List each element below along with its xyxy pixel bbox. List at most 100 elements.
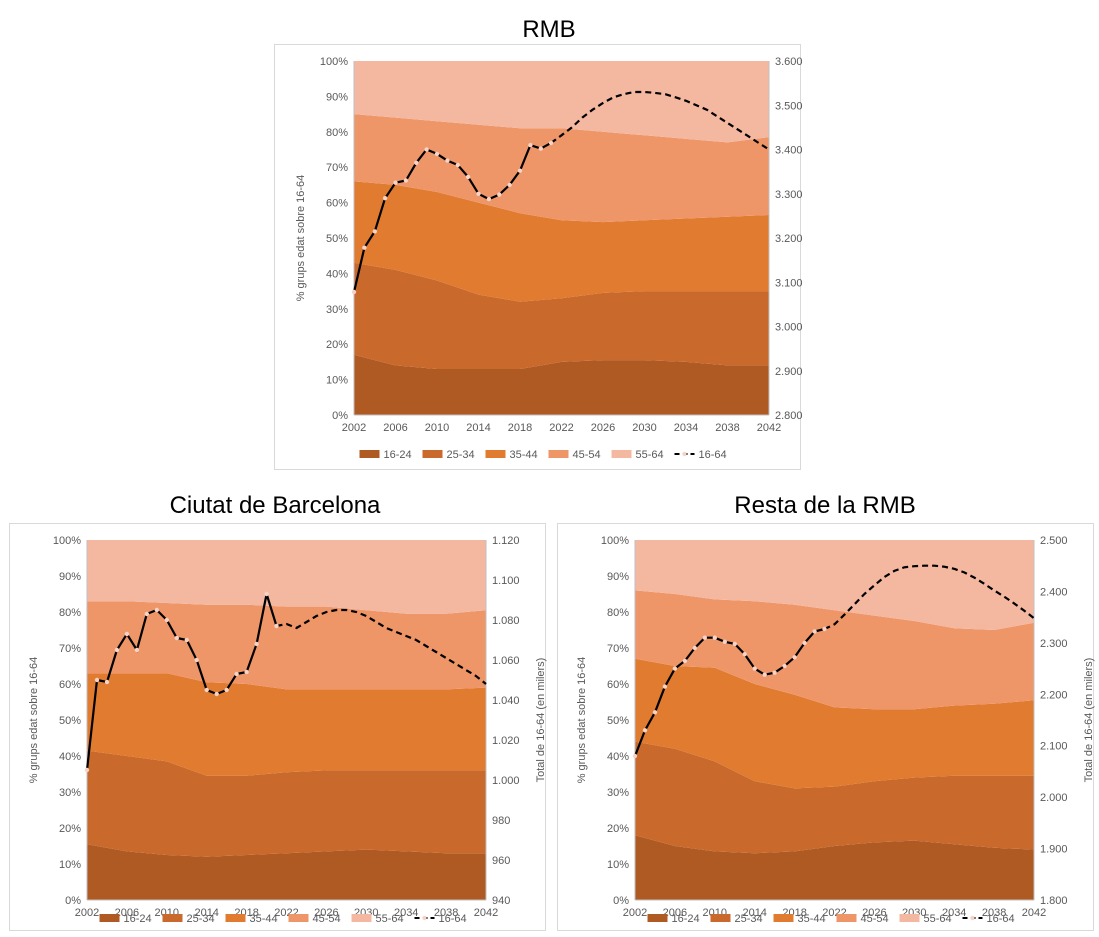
y2-tick-label: 3.600 <box>775 56 802 68</box>
y-axis-title: % grups edat sobre 16-64 <box>295 175 307 302</box>
line-marker-16-64 <box>154 607 159 613</box>
area-series-25-34 <box>354 262 769 369</box>
x-tick-label: 2038 <box>434 907 458 919</box>
y-tick-label: 10% <box>326 375 348 387</box>
x-tick-label: 2042 <box>757 422 781 434</box>
legend-swatch-25-34 <box>710 914 731 922</box>
y2-tick-label: 3.200 <box>775 233 802 245</box>
y-tick-label: 20% <box>326 339 348 351</box>
y2-tick-label: 980 <box>492 815 510 827</box>
legend-swatch-35-44 <box>773 914 794 922</box>
x-tick-label: 2034 <box>674 422 698 434</box>
area-series-35-44 <box>87 673 486 776</box>
line-marker-16-64 <box>144 611 149 617</box>
legend-label-16-64: 16-64 <box>699 449 727 461</box>
legend-swatch-55-64 <box>611 450 632 458</box>
legend-swatch-25-34 <box>422 450 443 458</box>
legend-swatch-55-64 <box>351 914 372 922</box>
y2-tick-label: 2.900 <box>775 366 802 378</box>
line-marker-16-64 <box>792 655 797 660</box>
y-tick-label: 40% <box>326 268 348 280</box>
line-marker-16-64 <box>104 679 110 685</box>
x-tick-label: 2006 <box>115 907 139 919</box>
y-tick-label: 20% <box>607 823 629 835</box>
line-series-16-64-observed <box>352 141 552 293</box>
legend-label-55-64: 55-64 <box>636 449 664 461</box>
line-marker-16-64 <box>802 640 807 646</box>
legend-label-35-44: 35-44 <box>798 913 826 925</box>
area-series-55-64 <box>354 61 769 143</box>
area-series-25-34 <box>635 741 1034 854</box>
line-marker-16-64 <box>772 670 777 675</box>
line-marker-16-64 <box>414 160 419 165</box>
y2-tick-label: 1.080 <box>492 615 520 627</box>
line-marker-16-64 <box>517 168 523 173</box>
y-tick-label: 100% <box>601 535 629 547</box>
line-marker-16-64 <box>642 728 648 733</box>
line-marker-16-64 <box>184 637 189 643</box>
x-tick-label: 2026 <box>314 907 338 919</box>
x-tick-label: 2006 <box>383 422 407 434</box>
legend-label-45-54: 45-54 <box>861 913 889 925</box>
x-tick-label: 2014 <box>742 907 766 919</box>
line-marker-16-64 <box>94 677 100 683</box>
legend-label-55-64: 55-64 <box>376 913 404 925</box>
line-marker-16-64 <box>752 666 757 671</box>
legend-label-25-34: 25-34 <box>187 913 215 925</box>
y-tick-label: 70% <box>326 162 348 174</box>
legend-label-16-24: 16-24 <box>384 449 412 461</box>
y2-tick-label: 1.800 <box>1040 895 1068 907</box>
chart-title-rmb: RMB <box>522 16 576 43</box>
y-tick-label: 60% <box>607 679 629 691</box>
legend-swatch-35-44 <box>225 914 246 922</box>
line-series-16-64-projected <box>550 90 770 151</box>
line-marker-16-64 <box>234 671 239 677</box>
y2-tick-label: 2.500 <box>1040 535 1068 547</box>
legend-label-16-24: 16-24 <box>124 913 152 925</box>
area-series-55-64 <box>87 540 486 614</box>
y-tick-label: 50% <box>326 233 348 245</box>
line-marker-16-64 <box>114 647 120 653</box>
line-marker-16-64 <box>548 140 554 146</box>
area-series-35-44 <box>354 181 769 302</box>
legend-label-55-64: 55-64 <box>924 913 952 925</box>
line-marker-16-64 <box>507 182 512 188</box>
legend-marker-16-64 <box>422 915 427 921</box>
y2-axis-title: Total de 16-64 (en milers) <box>1083 658 1095 783</box>
line-marker-16-64 <box>465 174 471 180</box>
line-series-16-64-projected <box>824 564 1035 630</box>
area-series-45-54 <box>87 601 486 690</box>
x-tick-label: 2014 <box>194 907 218 919</box>
chart-resta: 0% 10% 20% 30% 40% 50% 60% 70% 80% 90% 100% 1.800 1.… <box>576 535 1095 925</box>
y-tick-label: 0% <box>332 410 348 422</box>
chart-barcelona: 0% 10% 20% 30% 40% 50% 60% 70% 80% 90% 100% 940 960 9… <box>28 535 547 925</box>
area-series-45-54 <box>354 114 769 223</box>
area-series-16-24 <box>635 835 1034 900</box>
y2-tick-label: 2.400 <box>1040 586 1068 598</box>
y-tick-label: 30% <box>59 787 81 799</box>
y2-tick-label: 2.300 <box>1040 638 1068 650</box>
y-tick-label: 20% <box>59 823 81 835</box>
x-tick-label: 2002 <box>623 907 647 919</box>
legend-label-45-54: 45-54 <box>573 449 601 461</box>
y-tick-label: 80% <box>607 607 629 619</box>
x-tick-label: 2010 <box>425 422 449 434</box>
line-marker-16-64 <box>244 669 249 675</box>
legend-swatch-16-24 <box>99 914 120 922</box>
legend-swatch-16-24 <box>647 914 668 922</box>
line-marker-16-64 <box>393 180 398 185</box>
area-series-45-54 <box>635 590 1034 710</box>
y-tick-label: 30% <box>326 304 348 316</box>
y2-tick-label: 3.300 <box>775 189 802 201</box>
legend-swatch-25-34 <box>162 914 183 922</box>
y2-tick-label: 960 <box>492 855 510 867</box>
legend-swatch-45-54 <box>548 450 569 458</box>
x-tick-label: 2038 <box>715 422 739 434</box>
legend-swatch-16-24 <box>359 450 380 458</box>
chart-panel-resta: 0% 10% 20% 30% 40% 50% 60% 70% 80% 90% 100% 1.800 1.… <box>557 523 1095 931</box>
line-marker-16-64 <box>164 617 169 623</box>
legend-swatch-45-54 <box>288 914 309 922</box>
legend-label-35-44: 35-44 <box>510 449 538 461</box>
line-marker-16-64 <box>812 629 817 634</box>
y-tick-label: 30% <box>607 787 629 799</box>
